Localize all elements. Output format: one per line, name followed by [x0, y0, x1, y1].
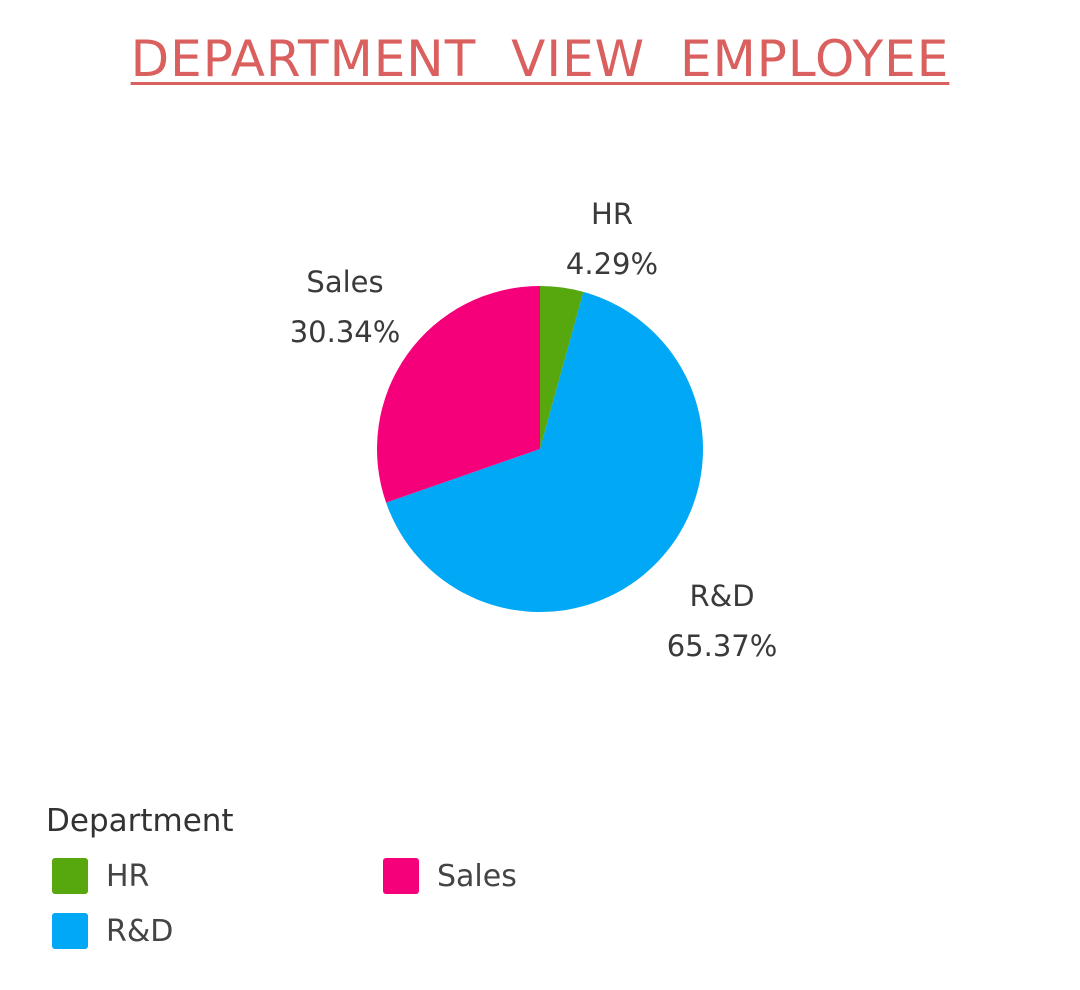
legend-label-rnd: R&D [106, 913, 174, 949]
pie-slice-hr[interactable] [540, 286, 584, 449]
legend-item-hr[interactable]: HR [52, 858, 149, 894]
legend-item-rnd[interactable]: R&D [52, 913, 173, 949]
slice-value-label-sales: 30.34% [290, 315, 401, 349]
slice-label-hr: HR [591, 197, 633, 231]
pie-slice-sales[interactable] [377, 286, 540, 503]
legend-swatch-rnd [52, 913, 88, 949]
chart-title: DEPARTMENT VIEW EMPLOYEE [130, 30, 950, 88]
legend-swatch-hr [52, 858, 88, 894]
legend-swatch-sales [383, 858, 419, 894]
slice-value-label-hr: 4.29% [566, 247, 658, 281]
legend-label-sales: Sales [437, 858, 517, 894]
legend-title: Department [46, 803, 234, 839]
slice-label-rnd: R&D [689, 579, 754, 613]
legend-label-hr: HR [106, 858, 150, 894]
slice-value-label-rnd: 65.37% [667, 629, 778, 663]
slice-label-sales: Sales [306, 265, 383, 299]
pie-slice-rnd[interactable] [386, 291, 703, 613]
legend-item-sales[interactable]: Sales [383, 858, 517, 894]
